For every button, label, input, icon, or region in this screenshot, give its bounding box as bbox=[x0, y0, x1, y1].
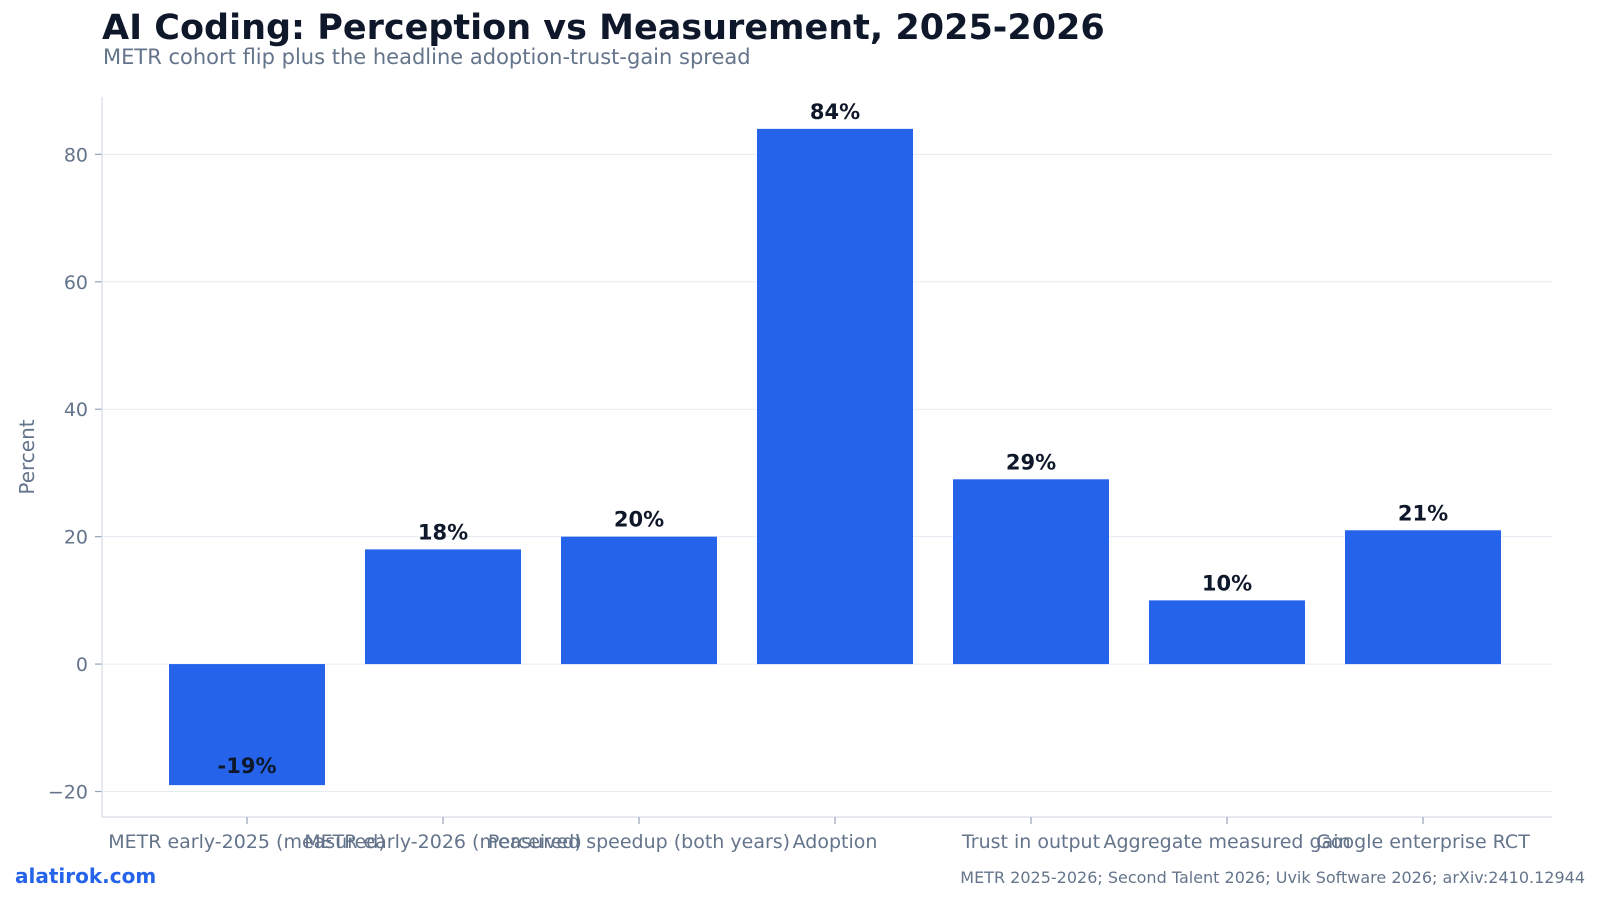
x-tick-label: Perceived speedup (both years) bbox=[488, 831, 790, 853]
bar bbox=[757, 128, 913, 665]
source-note: METR 2025-2026; Second Talent 2026; Uvik… bbox=[960, 868, 1585, 887]
y-tick-label: 0 bbox=[76, 654, 88, 676]
brand-link[interactable]: alatirok.com bbox=[15, 864, 157, 888]
bar bbox=[953, 479, 1109, 665]
bar bbox=[561, 536, 717, 665]
y-tick-label: 20 bbox=[64, 527, 88, 549]
y-tick-label: 40 bbox=[64, 399, 88, 421]
chart-subtitle: METR cohort flip plus the headline adopt… bbox=[103, 45, 751, 69]
x-tick-label: Trust in output bbox=[961, 831, 1100, 853]
bar-value-label: 10% bbox=[1202, 571, 1252, 595]
y-tick-label: 80 bbox=[64, 144, 88, 166]
bar bbox=[1149, 600, 1305, 665]
x-tick-label: Adoption bbox=[793, 831, 878, 853]
bar-value-label: 29% bbox=[1006, 450, 1056, 474]
y-tick-label: 60 bbox=[64, 272, 88, 294]
bar-value-label: 20% bbox=[614, 508, 664, 532]
bar-value-label: 21% bbox=[1398, 501, 1448, 525]
x-tick-label: Aggregate measured gain bbox=[1103, 831, 1350, 853]
x-tick-label: METR early-2026 (measured) bbox=[304, 831, 582, 853]
bar-value-label: -19% bbox=[218, 754, 277, 778]
bar-value-label: 84% bbox=[810, 100, 860, 124]
chart-title: AI Coding: Perception vs Measurement, 20… bbox=[102, 8, 1105, 48]
y-axis-title: Percent bbox=[15, 419, 39, 494]
bar bbox=[169, 664, 325, 786]
bar bbox=[1345, 530, 1501, 665]
x-tick-label: METR early-2025 (measured) bbox=[108, 831, 386, 853]
bar bbox=[365, 549, 521, 665]
y-tick-label: −20 bbox=[48, 782, 88, 804]
x-tick-label: Google enterprise RCT bbox=[1316, 831, 1530, 853]
bar-value-label: 18% bbox=[418, 520, 468, 544]
